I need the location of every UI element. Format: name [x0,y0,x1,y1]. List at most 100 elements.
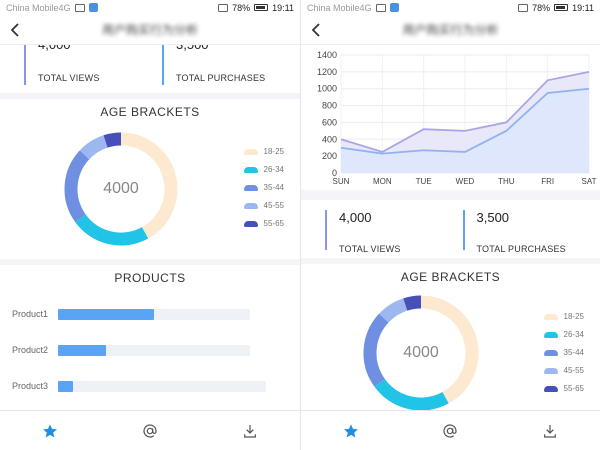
stat-views-value: 4,000 [38,45,162,52]
legend-label: 26-34 [263,165,284,174]
tab-favorites[interactable] [331,415,371,447]
legend-item[interactable]: 55-65 [543,384,584,393]
product-row: Product3 [0,381,300,410]
legend-label: 55-65 [263,219,284,228]
clock: 19:11 [572,2,594,13]
donut-slice-26-34 [75,214,149,246]
status-bar: China Mobile4G 78% 19:11 [301,0,600,15]
sim-icon [375,3,386,12]
battery-percent: 78% [232,2,251,13]
y-tick-label: 200 [322,151,337,161]
chevron-left-icon [311,22,320,37]
legend-item[interactable]: 18-25 [543,312,584,321]
product-track [58,381,266,392]
download-icon [244,424,256,438]
legend-label: 18-25 [263,147,284,156]
legend-item[interactable]: 45-55 [243,201,284,210]
product-track [58,345,250,356]
back-button[interactable] [0,15,30,45]
product-bar [58,381,74,392]
product-track [58,309,250,320]
legend-swatch [543,385,558,392]
x-tick-label: SAT [582,177,597,186]
legend-label: 55-65 [563,384,584,393]
product-label: Product1 [12,309,49,319]
stat-views-label: TOTAL VIEWS [38,73,100,83]
content-scroll[interactable]: 4,000 TOTAL VIEWS 3,500 TOTAL PURCHASES … [0,45,300,410]
age-donut: 4000 [56,131,186,247]
tab-downloads[interactable] [230,415,270,447]
product-row: Product2 [0,345,300,381]
tab-bar [0,410,300,450]
stats-panel: 4,000 TOTAL VIEWS 3,500 TOTAL PURCHASES [301,200,600,258]
legend-item[interactable]: 26-34 [243,165,284,174]
legend-swatch [243,184,258,191]
legend-item[interactable]: 26-34 [543,330,584,339]
product-bar [58,345,106,356]
at-sign-icon [443,423,458,438]
legend-label: 35-44 [563,348,584,357]
at-sign-icon [143,423,157,438]
age-title: AGE BRACKETS [100,105,200,119]
battery-icon [254,4,269,11]
alarm-icon [518,3,529,12]
app-notification-icon [88,3,98,12]
download-icon [544,424,557,438]
donut-slice-18-25 [120,132,178,239]
tab-mentions[interactable] [430,415,470,447]
donut-slice-35-44 [64,150,90,223]
tab-mentions[interactable] [130,415,170,447]
stat-views: 4,000 TOTAL VIEWS [24,45,162,93]
series-line-1 [340,87,590,155]
age-card: AGE BRACKETS 4000 18-25 26-34 35-44 45-55 55… [0,99,300,259]
legend-item[interactable]: 45-55 [543,366,584,375]
x-tick-label: WED [456,177,475,186]
content-scroll[interactable]: 0 200 400 600 800 1000 1200 1400 SUN MON TUE WED THU… [301,45,600,410]
legend-item[interactable]: 35-44 [243,183,284,192]
donut-slice-26-34 [374,378,449,410]
tab-favorites[interactable] [30,415,70,447]
stat-purchases-label: TOTAL PURCHASES [176,73,266,83]
y-tick-label: 0 [332,168,337,178]
legend-item[interactable]: 55-65 [243,219,284,228]
donut-center-value: 4000 [103,180,139,197]
app-notification-icon [389,3,399,12]
age-donut: 4000 [356,294,486,410]
x-tick-label: FRI [541,177,554,186]
stat-purchases-value: 3,500 [176,45,300,52]
phone-right: China Mobile4G 78% 19:11 用户购买行为分析 0 200 40… [300,0,600,450]
legend-swatch [243,202,258,209]
legend-item[interactable]: 35-44 [543,348,584,357]
donut-slice-45-55 [379,298,408,323]
donut-slice-55-65 [103,132,122,148]
age-legend: 18-25 26-34 35-44 45-55 55-65 [543,312,584,393]
tab-downloads[interactable] [530,415,570,447]
x-tick-label: TUE [416,177,432,186]
legend-label: 26-34 [563,330,584,339]
legend-item[interactable]: 18-25 [243,147,284,156]
age-legend: 18-25 26-34 35-44 45-55 55-65 [243,147,284,228]
age-card: AGE BRACKETS 4000 18-25 26-34 35-44 45-55 55… [301,264,600,410]
y-tick-label: 800 [322,101,337,111]
legend-swatch [543,313,558,320]
x-tick-label: THU [498,177,515,186]
y-tick-label: 400 [322,134,337,144]
chevron-left-icon [10,22,19,37]
legend-label: 35-44 [263,183,284,192]
battery-icon [554,4,569,11]
donut-slice-45-55 [79,135,108,160]
legend-swatch [543,367,558,374]
product-bar [58,309,154,320]
y-tick-label: 600 [322,117,337,127]
legend-label: 18-25 [563,312,584,321]
page-title: 用户购买行为分析 [101,23,199,37]
battery-percent: 78% [532,2,551,13]
trend-chart: 0 200 400 600 800 1000 1200 1400 SUN MON TUE WED THU… [317,50,597,186]
nav-bar: 用户购买行为分析 [0,15,300,45]
legend-label: 45-55 [563,366,584,375]
back-button[interactable] [301,15,331,45]
stat-views-value: 4,000 [339,210,372,225]
alarm-icon [218,3,229,12]
products-title: PRODUCTS [114,271,186,285]
